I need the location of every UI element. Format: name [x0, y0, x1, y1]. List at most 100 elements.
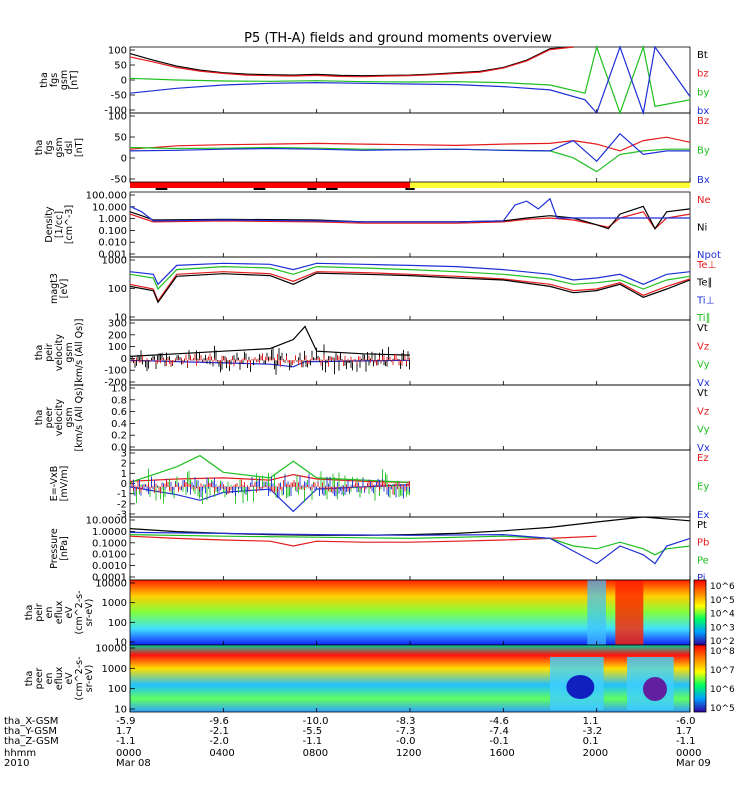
series-line [129, 46, 574, 78]
y-axis-label: [cm^-3] [64, 205, 75, 244]
panel-frame [129, 46, 691, 114]
series-line [129, 46, 574, 77]
series-line [129, 211, 691, 230]
y-axis-label: Pressure [49, 528, 60, 569]
y-tick-label: -3 [117, 510, 127, 521]
colorbar-tick-label: 10^6 [710, 582, 735, 592]
time-row-value: -8.3 [396, 716, 416, 727]
y-tick-label: 50 [114, 133, 127, 144]
legend-entry: Pb [697, 538, 709, 549]
time-row-value: 0.1 [583, 736, 599, 747]
time-row-value: 1.7 [676, 726, 692, 737]
panel-peer_spec: 10^8 10^7 10^6 10^5 10000 1000 100 10 tha peer en e… [24, 644, 735, 716]
time-row-label: 2010 [4, 758, 29, 769]
y-tick-label: 10000 [95, 579, 127, 590]
time-row-value: -7.4 [489, 726, 509, 737]
y-axis-label: eV [64, 672, 75, 685]
series-line [129, 197, 690, 223]
y-tick-label: 0 [121, 479, 127, 490]
legend-entry: Pt [697, 520, 707, 531]
y-axis-label: eflux [54, 666, 65, 690]
legend-entry: Vy [697, 360, 710, 371]
y-axis-label: en [44, 673, 55, 685]
y-axis-label: [nPa] [59, 536, 70, 561]
y-tick-label: 2 [121, 459, 127, 470]
y-tick-label: -50 [111, 91, 127, 102]
series-line [129, 473, 411, 483]
y-axis-label: peir [34, 603, 45, 622]
y-tick-label: 0.4 [111, 419, 127, 430]
y-axis-label: gsm [64, 407, 75, 427]
y-axis-label: tha [39, 72, 50, 88]
y-tick-label: 1.000 [98, 214, 127, 225]
panel-frame [129, 449, 691, 518]
panel-frame [129, 384, 691, 451]
y-tick-label: 10 [114, 313, 127, 324]
spectrogram-feature [566, 675, 595, 699]
y-axis-label: eV [64, 606, 75, 619]
legend-entry: Bz [697, 116, 709, 127]
y-axis-label: [nT] [69, 70, 80, 89]
time-row-value: -10.0 [303, 716, 329, 727]
quality-bar [130, 182, 690, 190]
time-row-value: -2.0 [209, 736, 229, 747]
y-tick-label: 1000 [102, 256, 127, 267]
y-tick-label: 0 [121, 154, 127, 165]
series-group-fgs [129, 44, 691, 116]
legend-entry: Vt [697, 388, 708, 399]
y-axis-label: dsl [64, 141, 75, 155]
colorbar [693, 579, 707, 646]
series-line [129, 262, 691, 286]
panel-frame [129, 112, 691, 183]
panel-frame [129, 191, 691, 258]
series-line [129, 45, 691, 116]
series-group-density [129, 197, 691, 230]
time-row-value: -1.1 [303, 736, 323, 747]
quality-mark [405, 188, 415, 190]
legend-entry: Vz [697, 406, 709, 417]
time-row-value: 0800 [303, 748, 328, 759]
y-axis-label: [km/s (All Qs)] [74, 384, 85, 452]
y-tick-label: 100 [108, 46, 127, 57]
series-line [129, 535, 597, 547]
y-tick-label: 10 [114, 705, 127, 716]
y-axis-label: sr-eV) [84, 665, 95, 693]
y-tick-label: -2 [117, 499, 127, 510]
y-tick-label: -1 [117, 489, 127, 500]
colorbar-tick-label: 10^3 [710, 623, 735, 633]
y-axis-label: en [44, 607, 55, 619]
time-row-label: hhmm [4, 748, 36, 759]
colorbar [693, 644, 707, 713]
y-axis-label: velocity [54, 399, 65, 437]
time-row-value: 0000 [116, 748, 141, 759]
quality-mark [253, 188, 266, 190]
panel-peir_spec: 10^6 10^5 10^4 10^3 10^2 10000 1000 100 10 tha pei… [24, 579, 735, 649]
y-tick-label: 0.2 [111, 431, 127, 442]
time-row-value: -0.1 [489, 736, 509, 747]
panel-frame [129, 319, 691, 386]
legend-entry: bz [697, 69, 709, 80]
legend-entry: Ez [697, 453, 709, 464]
legend-entry: Vy [697, 425, 710, 436]
y-axis-label: E=-VxB [49, 466, 60, 501]
y-tick-label: 10.0000 [86, 516, 127, 527]
y-tick-label: 0.010 [98, 238, 127, 249]
colorbar-tick-label: 10^5 [710, 704, 735, 714]
y-axis-label: gsm [64, 342, 75, 362]
time-row-value: 0000 [676, 748, 701, 759]
y-tick-label: -50 [111, 175, 127, 186]
y-axis-label: eflux [54, 600, 65, 624]
time-row-value: -1.1 [116, 736, 136, 747]
quality-mark [326, 188, 338, 190]
series-line [129, 271, 691, 303]
quality-mark [155, 188, 168, 190]
legend-entry: Vt [697, 323, 708, 334]
series-group-temp [129, 262, 691, 304]
time-row-value: 1.1 [583, 716, 599, 727]
legend-entry: Vx [697, 378, 710, 389]
time-row-value: -0.0 [396, 736, 416, 747]
